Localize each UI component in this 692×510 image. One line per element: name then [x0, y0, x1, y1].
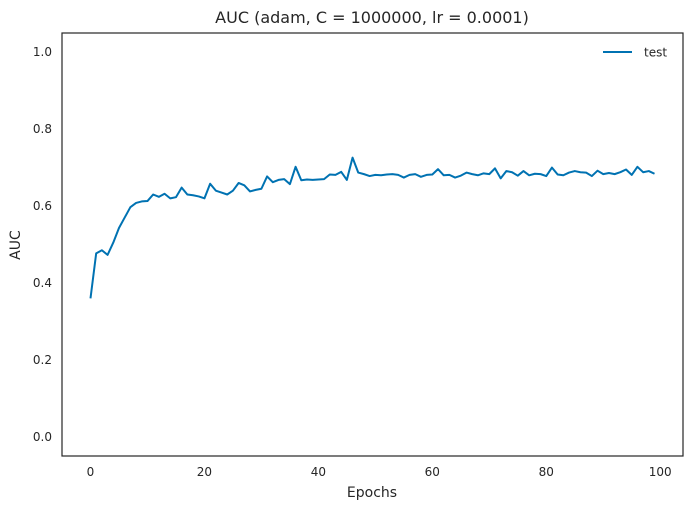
- series-layer: [89, 156, 655, 299]
- x-tick-label: 0: [87, 465, 95, 479]
- y-axis-label: AUC: [8, 230, 24, 260]
- y-tick-label: 0.4: [33, 276, 52, 290]
- y-tick-label: 0.2: [33, 353, 52, 367]
- x-tick-label: 80: [539, 465, 554, 479]
- series-line-test: [89, 156, 655, 299]
- x-tick-label: 60: [425, 465, 440, 479]
- x-tick-label: 40: [311, 465, 326, 479]
- y-tick-label: 1.0: [33, 45, 52, 59]
- x-axis-label: Epochs: [347, 485, 397, 501]
- x-axis-ticks: 0 20 40 60 80 100: [87, 465, 672, 479]
- y-axis-ticks: 0.0 0.2 0.4 0.6 0.8 1.0: [33, 45, 52, 444]
- x-tick-label: 100: [649, 465, 672, 479]
- y-tick-label: 0.8: [33, 122, 52, 136]
- legend-label-test: test: [644, 46, 667, 60]
- legend: test: [603, 46, 667, 60]
- y-tick-label: 0.6: [33, 199, 52, 213]
- chart-title: AUC (adam, C = 1000000, lr = 0.0001): [215, 8, 529, 27]
- y-tick-label: 0.0: [33, 430, 52, 444]
- plot-area-frame: [61, 32, 684, 457]
- x-tick-label: 20: [197, 465, 212, 479]
